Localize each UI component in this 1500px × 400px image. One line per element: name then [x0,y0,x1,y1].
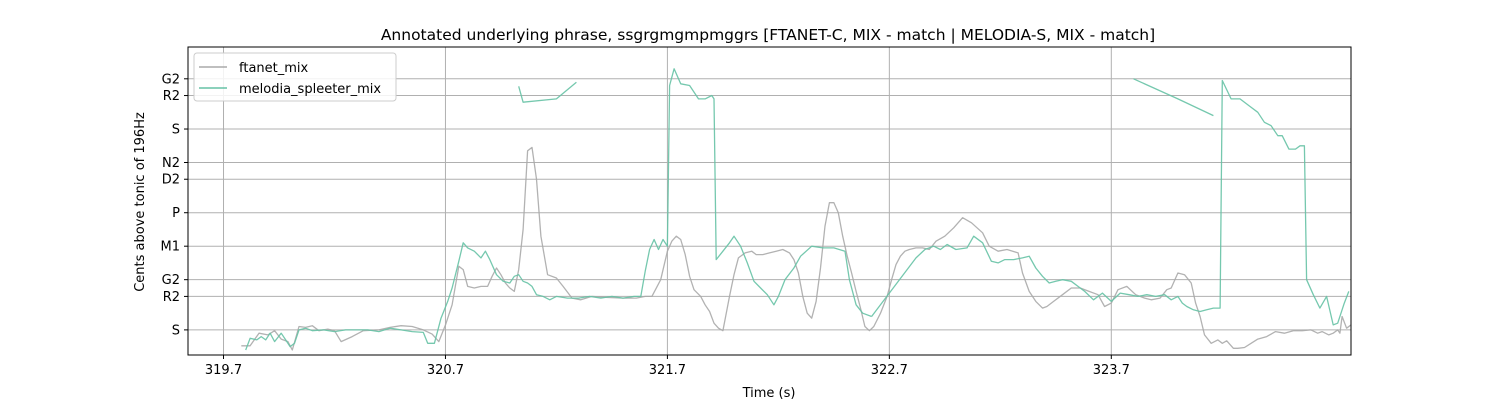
legend-label-ftanet-mix: ftanet_mix [239,61,309,76]
y-tick-label: R2 [163,89,180,104]
series-line-ftanet-mix [241,146,1351,351]
series-line-melodia-spleeter-mix-2 [518,81,577,103]
series-line-melodia-spleeter-mix-3 [1133,78,1214,117]
axis-ticks: 319.7 320.7 321.7 322.7 323.7 S R2 G2 M1 P D2 N2 S R2… [161,72,1130,378]
y-tick-label: N2 [162,156,180,171]
y-tick-label: G2 [162,72,180,87]
chart-title: Annotated underlying phrase, ssgrgmgmpmg… [381,26,1155,44]
x-tick-label: 322.7 [871,363,908,378]
series-line-melodia-spleeter-mix-1 [871,79,1350,326]
x-tick-label: 323.7 [1093,363,1130,378]
legend-box [193,52,397,102]
plot-frame [187,46,1352,356]
x-tick-label: 321.7 [649,363,686,378]
series-line-melodia-spleeter-mix-0 [245,68,872,351]
x-tick-label: 320.7 [427,363,464,378]
y-tick-label: S [172,123,180,138]
legend-label-melodia-spleeter-mix: melodia_spleeter_mix [239,82,381,97]
y-tick-label: S [172,323,180,338]
gridlines [188,47,1351,355]
x-tick-label: 319.7 [205,363,242,378]
legend: ftanet_mix melodia_spleeter_mix [193,52,397,102]
y-axis-label: Cents above tonic of 196Hz [133,112,148,292]
y-tick-label: R2 [163,290,180,305]
x-axis-label: Time (s) [742,386,796,400]
y-tick-label: D2 [162,173,180,188]
series-lines [241,68,1351,351]
y-tick-label: P [172,206,180,221]
y-tick-label: M1 [161,240,181,255]
y-tick-label: G2 [162,273,180,288]
